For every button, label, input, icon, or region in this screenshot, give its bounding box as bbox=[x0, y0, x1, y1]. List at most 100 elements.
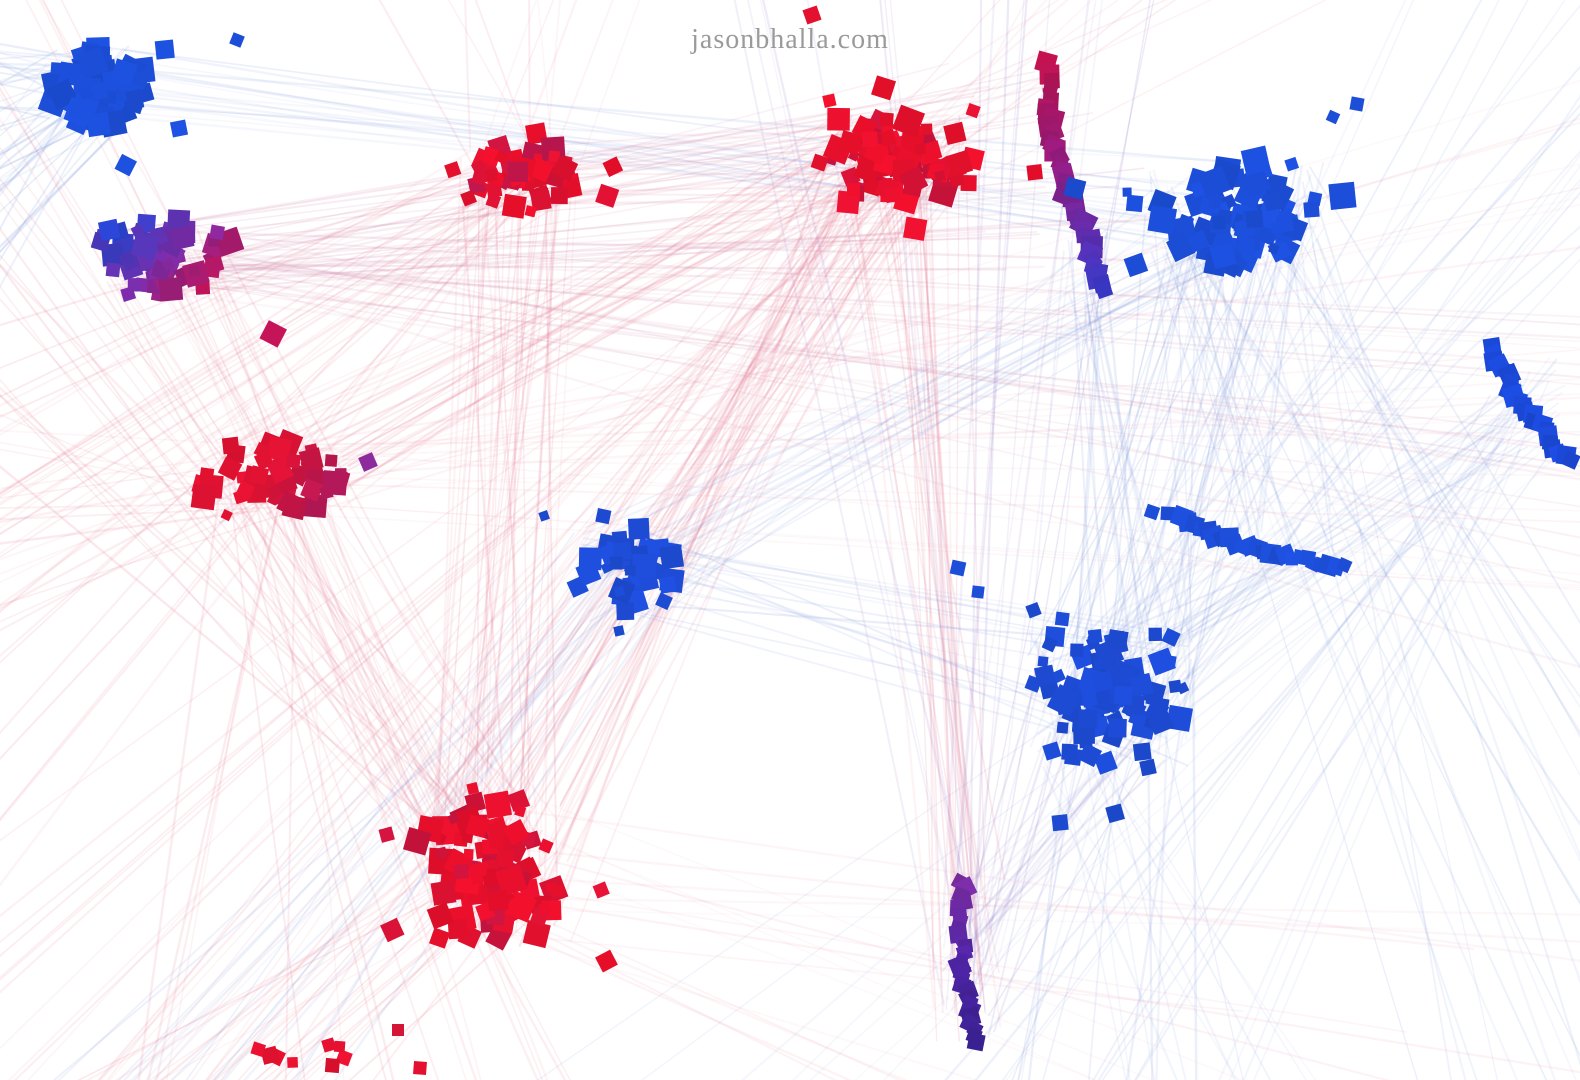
graph-edge bbox=[0, 464, 431, 824]
graph-edge bbox=[1092, 394, 1492, 1080]
graph-edge bbox=[1218, 370, 1531, 1080]
graph-edge bbox=[984, 0, 1151, 963]
graph-node bbox=[169, 225, 195, 251]
graph-edge bbox=[0, 176, 537, 494]
graph-edge bbox=[0, 180, 479, 496]
graph-node bbox=[235, 480, 255, 501]
graph-edge bbox=[94, 63, 1237, 253]
graph-edge bbox=[7, 174, 928, 1080]
graph-edge bbox=[1020, 687, 1089, 1080]
graph-edge bbox=[944, 438, 1505, 1080]
graph-edge bbox=[536, 183, 578, 885]
graph-node bbox=[1113, 685, 1134, 706]
graph-edge bbox=[561, 141, 838, 850]
graph-edge bbox=[474, 803, 1097, 1080]
graph-edge bbox=[1185, 245, 1261, 520]
graph-edge bbox=[1146, 699, 1154, 1080]
graph-edge bbox=[196, 227, 441, 925]
graph-edge bbox=[134, 144, 893, 1080]
graph-node bbox=[495, 864, 528, 897]
graph-edge bbox=[146, 510, 279, 1080]
graph-edge bbox=[1093, 547, 1210, 645]
graph-node bbox=[1077, 709, 1098, 729]
graph-edge bbox=[237, 847, 445, 1080]
graph-node bbox=[1262, 190, 1284, 212]
graph-node bbox=[287, 1056, 299, 1068]
graph-edge bbox=[125, 242, 563, 827]
graph-edge bbox=[292, 475, 1580, 512]
graph-edge bbox=[1087, 692, 1156, 1080]
graph-edge bbox=[348, 914, 535, 1080]
graph-edge bbox=[479, 166, 500, 843]
graph-node bbox=[1123, 252, 1149, 278]
graph-edge bbox=[487, 882, 1407, 1033]
graph-edge bbox=[1119, 454, 1538, 758]
graph-node bbox=[1054, 611, 1070, 627]
graph-node bbox=[265, 435, 293, 463]
graph-edge bbox=[476, 188, 480, 884]
graph-node bbox=[300, 478, 324, 502]
graph-edge bbox=[53, 62, 1271, 167]
graph-edge bbox=[0, 65, 96, 76]
graph-node bbox=[430, 879, 457, 906]
graph-edge bbox=[1101, 449, 1553, 1080]
graph-edge bbox=[0, 117, 129, 187]
graph-edge bbox=[1155, 677, 1170, 1080]
graph-edge bbox=[1301, 181, 1452, 1080]
graph-node bbox=[122, 88, 145, 111]
graph-edge bbox=[0, 393, 466, 817]
graph-edge bbox=[86, 840, 516, 1080]
graph-edge bbox=[925, 0, 1028, 182]
graph-edge bbox=[658, 552, 1133, 761]
graph-edge bbox=[1201, 265, 1580, 904]
graph-node bbox=[1284, 156, 1300, 172]
graph-edge bbox=[0, 468, 341, 623]
graph-edge bbox=[987, 731, 1052, 930]
graph-node bbox=[1063, 176, 1087, 200]
graph-edge bbox=[0, 413, 214, 505]
graph-edge bbox=[1160, 425, 1553, 658]
graph-edge bbox=[1048, 240, 1172, 756]
graph-edge bbox=[106, 280, 462, 943]
graph-edge bbox=[0, 181, 508, 495]
graph-edge bbox=[569, 171, 882, 942]
graph-edge bbox=[25, 0, 444, 812]
graph-edge bbox=[450, 178, 936, 940]
graph-edge bbox=[509, 146, 521, 821]
graph-edge bbox=[631, 553, 1159, 636]
graph-edge bbox=[0, 394, 495, 911]
graph-node bbox=[658, 575, 677, 594]
graph-edge bbox=[949, 0, 1028, 963]
graph-edge bbox=[204, 176, 946, 1080]
graph-edge bbox=[0, 60, 95, 231]
graph-edge bbox=[630, 611, 1141, 754]
graph-edge bbox=[271, 478, 539, 1080]
graph-edge bbox=[537, 0, 556, 177]
graph-edge bbox=[0, 149, 520, 735]
graph-edge bbox=[99, 86, 1238, 190]
graph-node bbox=[659, 544, 685, 570]
graph-edge bbox=[1134, 448, 1522, 1080]
graph-edge bbox=[126, 252, 1580, 349]
graph-node bbox=[920, 140, 943, 163]
graph-edge bbox=[945, 0, 1025, 1011]
graph-edge bbox=[0, 158, 573, 418]
graph-edge bbox=[1182, 255, 1270, 553]
graph-edge bbox=[0, 161, 483, 398]
graph-edge bbox=[155, 261, 1580, 539]
graph-node bbox=[1139, 758, 1157, 777]
graph-node bbox=[538, 838, 554, 854]
graph-edge bbox=[501, 199, 899, 206]
graph-edge bbox=[1228, 379, 1523, 1080]
graph-node bbox=[514, 805, 527, 818]
graph-node bbox=[1132, 742, 1152, 762]
graph-edge bbox=[587, 233, 1285, 614]
graph-node bbox=[434, 846, 449, 860]
graph-edge bbox=[985, 753, 1118, 936]
graph-edge bbox=[1043, 761, 1239, 1080]
graph-edge bbox=[0, 47, 125, 197]
graph-edge bbox=[281, 900, 446, 1080]
graph-node bbox=[335, 1049, 353, 1067]
graph-edge bbox=[464, 0, 472, 150]
graph-edge bbox=[0, 180, 572, 535]
